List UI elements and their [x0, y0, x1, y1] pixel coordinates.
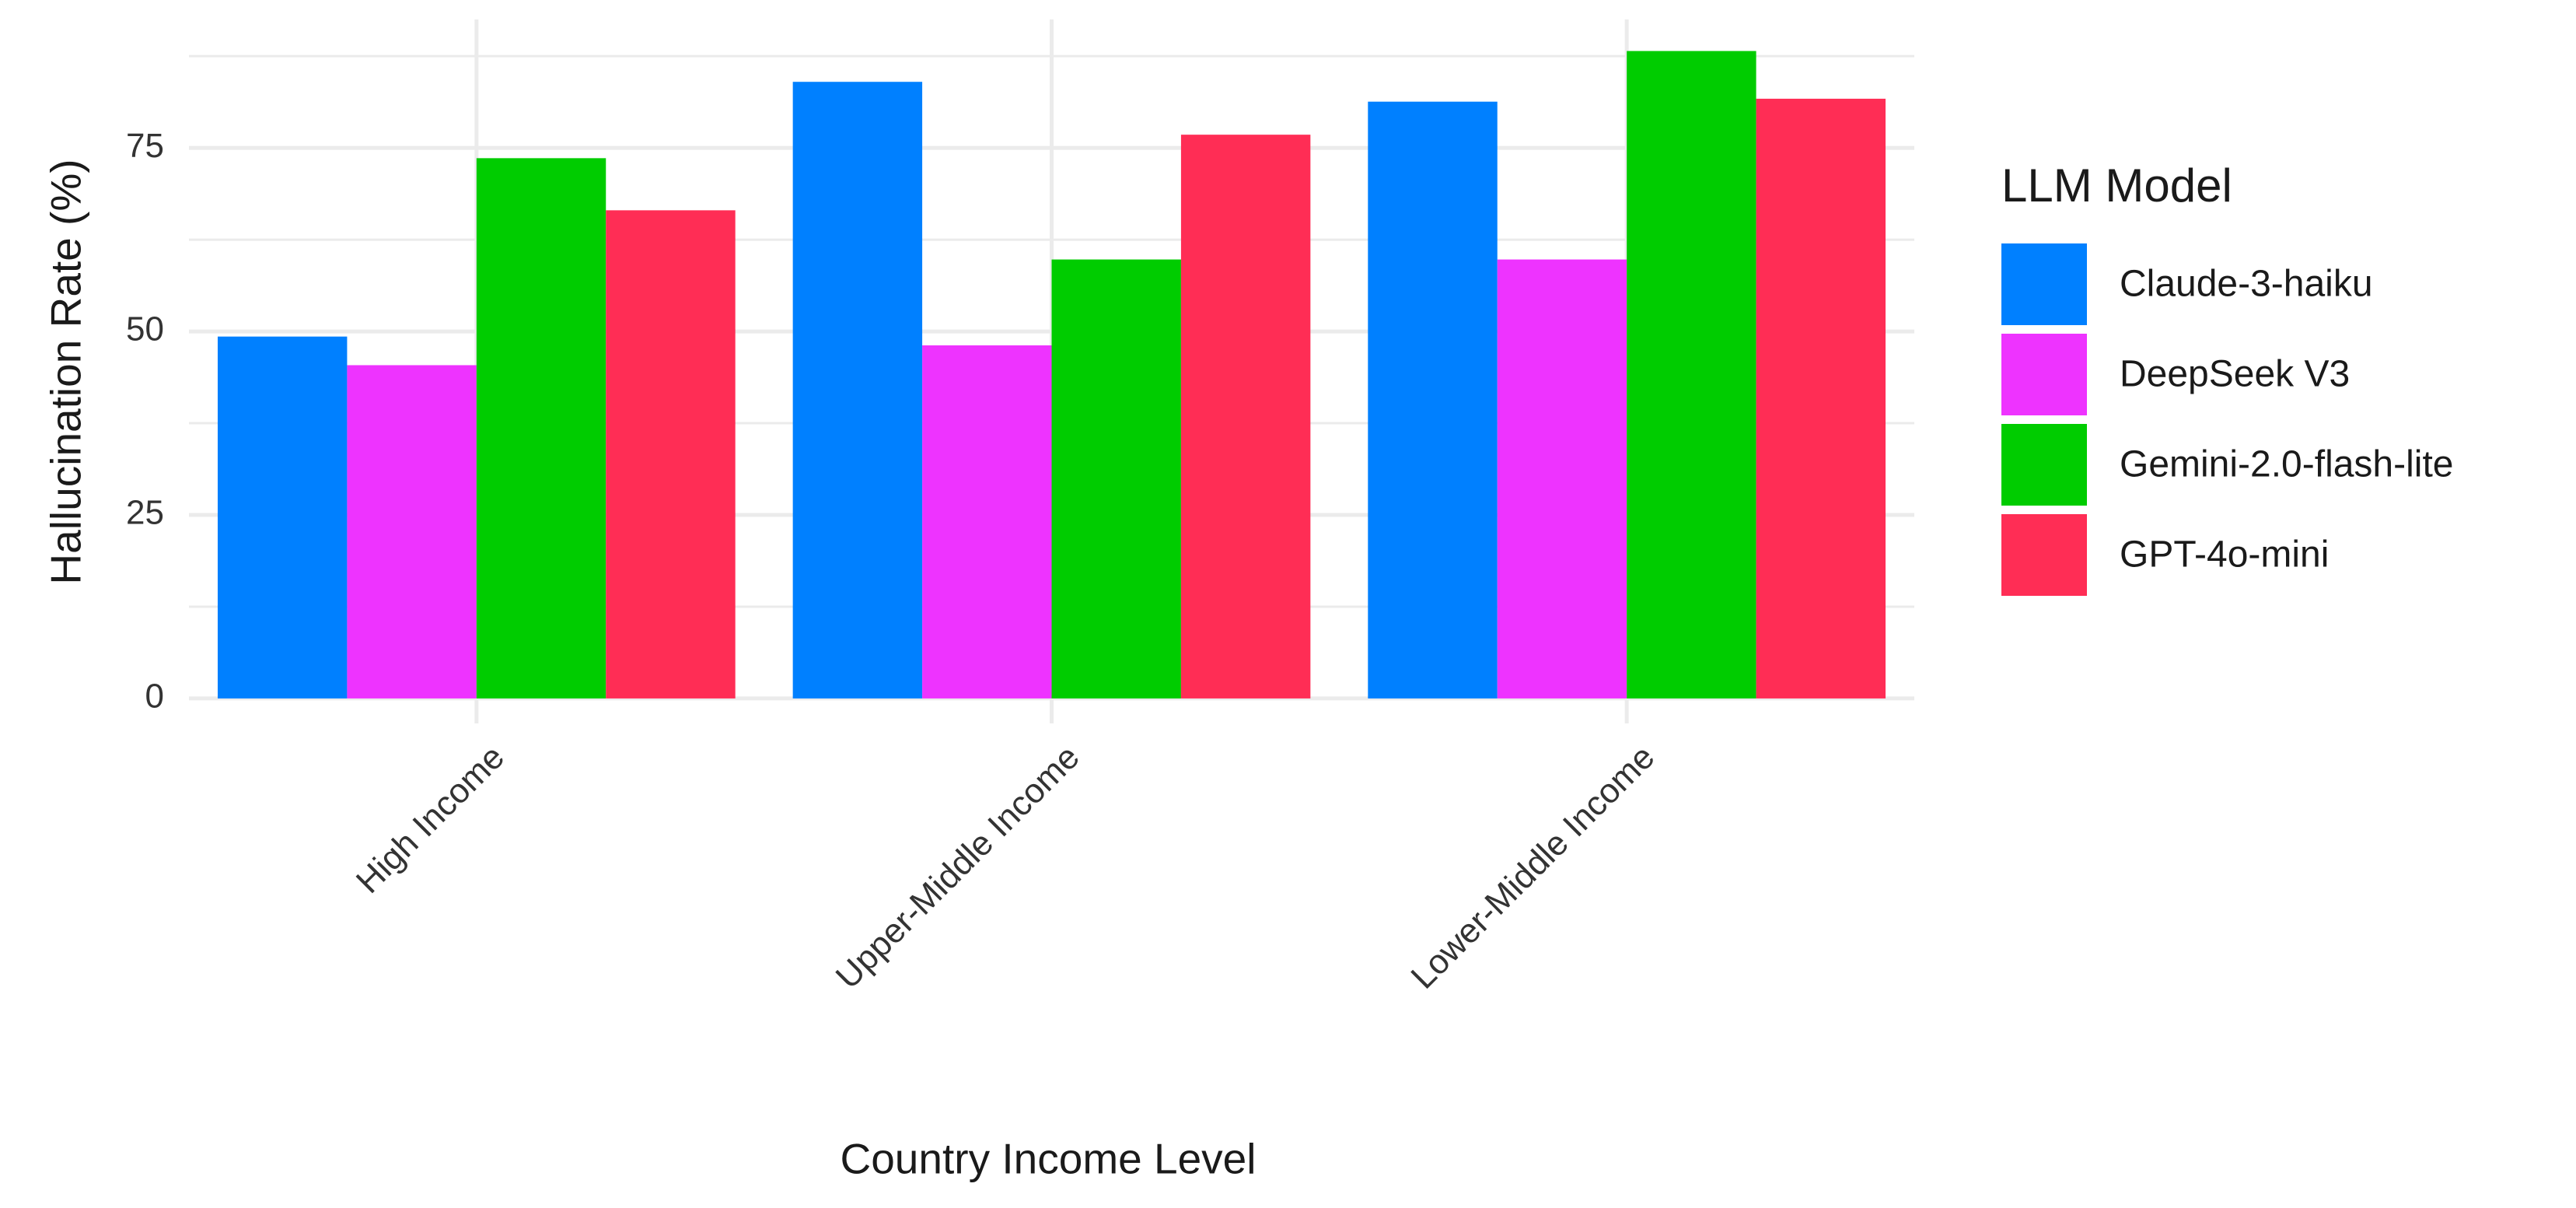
y-tick-label: 25	[126, 494, 164, 532]
legend-key	[2001, 514, 2087, 596]
y-tick-label: 0	[145, 678, 164, 716]
x-axis-title: Country Income Level	[841, 1135, 1257, 1183]
bar	[217, 336, 348, 699]
y-tick-label: 75	[126, 127, 164, 165]
bar	[1497, 259, 1627, 699]
bar	[1368, 101, 1498, 699]
bar	[606, 210, 736, 699]
legend-label: DeepSeek V3	[2120, 354, 2350, 395]
legend-label: Claude-3-haiku	[2120, 264, 2373, 305]
bar	[1627, 51, 1756, 699]
bar	[1051, 259, 1181, 699]
bar	[1756, 98, 1886, 699]
legend-title: LLM Model	[2001, 159, 2232, 212]
legend-key	[2001, 334, 2087, 415]
bar	[476, 158, 606, 699]
x-tick-label: High Income	[349, 738, 512, 901]
x-tick-label: Upper-Middle Income	[829, 738, 1087, 996]
legend-label: GPT-4o-mini	[2120, 534, 2329, 576]
x-tick-label: Lower-Middle Income	[1403, 738, 1662, 996]
bar	[1180, 135, 1311, 699]
y-axis-title: Hallucination Rate (%)	[42, 159, 90, 584]
legend-key	[2001, 424, 2087, 506]
legend-key	[2001, 243, 2087, 325]
y-tick-label: 50	[126, 310, 164, 348]
bar	[792, 82, 923, 699]
bar	[922, 345, 1052, 699]
bar	[347, 365, 477, 699]
legend-label: Gemini-2.0-flash-lite	[2120, 444, 2453, 485]
